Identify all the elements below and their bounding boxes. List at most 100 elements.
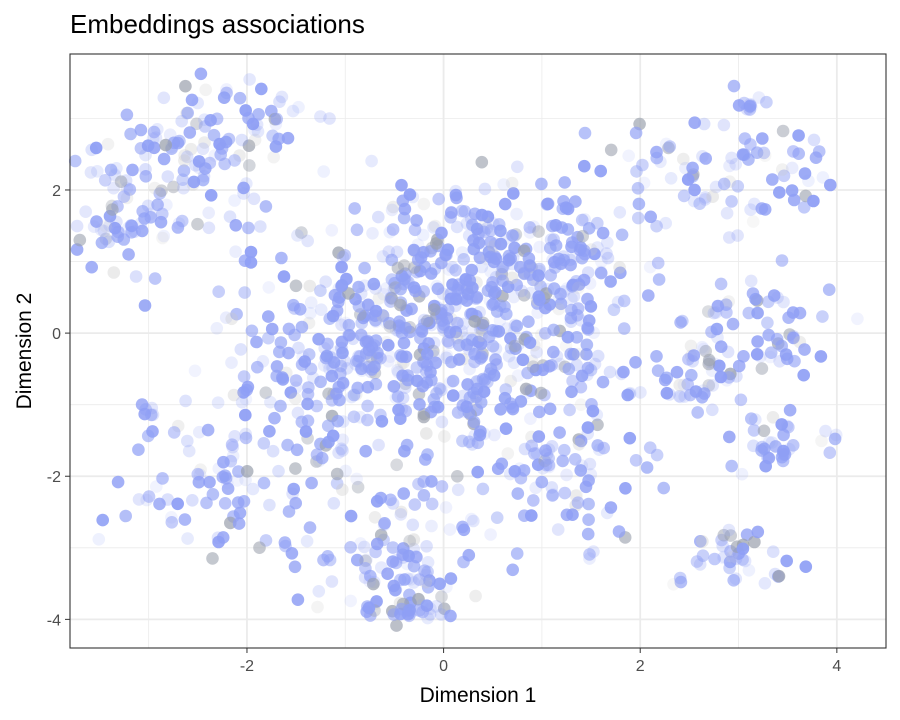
scatter-point — [407, 576, 421, 589]
scatter-point — [597, 441, 610, 455]
scatter-point — [743, 100, 757, 113]
scatter-point — [234, 343, 248, 356]
scatter-point — [749, 292, 762, 306]
scatter-point — [591, 241, 604, 254]
scatter-point — [582, 222, 596, 235]
scatter-point — [384, 295, 397, 308]
scatter-point — [504, 374, 517, 388]
scatter-point — [336, 346, 349, 360]
y-tick-label: -4 — [47, 612, 61, 629]
scatter-point — [594, 164, 607, 178]
scatter-point — [684, 388, 697, 402]
scatter-point — [506, 251, 520, 265]
scatter-point — [490, 511, 504, 524]
scatter-point — [551, 523, 565, 536]
scatter-point — [339, 316, 352, 330]
scatter-point — [650, 219, 663, 233]
scatter-point — [420, 427, 433, 440]
scatter-point — [184, 142, 198, 156]
scatter-point — [264, 395, 277, 409]
scatter-point — [79, 205, 92, 218]
scatter-point — [547, 345, 560, 359]
scatter-point — [798, 167, 812, 180]
scatter-point — [766, 173, 779, 186]
scatter-point — [673, 378, 686, 392]
scatter-point — [478, 427, 491, 441]
scatter-point — [177, 164, 191, 177]
scatter-point — [582, 474, 595, 487]
scatter-point — [147, 125, 161, 139]
scatter-point — [262, 331, 275, 345]
scatter-point — [581, 527, 595, 541]
x-tick-label: -2 — [240, 658, 254, 675]
scatter-point — [523, 221, 537, 234]
scatter-point — [510, 207, 523, 221]
scatter-point — [269, 140, 283, 153]
scatter-point — [681, 173, 695, 186]
scatter-point — [792, 129, 805, 142]
scatter-point — [495, 265, 509, 279]
scatter-point — [667, 578, 680, 591]
scatter-point — [734, 393, 748, 407]
scatter-point — [542, 443, 556, 456]
scatter-point — [391, 365, 405, 379]
scatter-point — [713, 359, 726, 373]
scatter-point — [417, 489, 431, 502]
scatter-point — [452, 278, 466, 291]
scatter-point — [494, 403, 507, 416]
scatter-point — [457, 252, 471, 266]
scatter-point — [651, 364, 665, 378]
scatter-point — [450, 220, 464, 234]
scatter-point — [659, 137, 673, 151]
scatter-point — [465, 263, 479, 277]
scatter-point — [250, 360, 264, 374]
scatter-point — [314, 375, 327, 389]
scatter-point — [601, 236, 614, 249]
scatter-point — [615, 228, 629, 242]
scatter-point — [696, 535, 709, 548]
scatter-point — [696, 150, 709, 163]
scatter-point — [473, 237, 487, 250]
scatter-point — [525, 439, 538, 453]
scatter-point — [787, 193, 801, 207]
scatter-point — [395, 178, 408, 192]
scatter-point — [336, 433, 350, 447]
scatter-point — [445, 206, 458, 219]
scatter-point — [262, 310, 275, 323]
scatter-point — [468, 207, 482, 221]
scatter-point — [351, 480, 365, 494]
scatter-point — [583, 548, 596, 561]
scatter-point — [629, 454, 643, 467]
scatter-point — [553, 426, 566, 439]
scatter-point — [420, 314, 434, 328]
scatter-point — [386, 223, 400, 236]
scatter-point — [693, 197, 706, 210]
scatter-point — [372, 210, 385, 224]
scatter-point — [532, 430, 546, 443]
scatter-point — [542, 458, 556, 472]
scatter-point — [480, 221, 494, 235]
scatter-point — [305, 476, 318, 490]
scatter-point — [417, 410, 431, 424]
scatter-point — [815, 434, 828, 448]
scatter-point — [752, 91, 766, 104]
scatter-point — [396, 548, 410, 561]
scatter-point — [574, 398, 588, 412]
scatter-point — [444, 572, 458, 585]
scatter-point — [748, 197, 761, 211]
scatter-point — [327, 356, 341, 369]
scatter-point — [708, 552, 721, 566]
scatter-point — [390, 619, 403, 632]
scatter-point — [111, 230, 124, 243]
scatter-point — [504, 252, 517, 265]
scatter-point — [374, 491, 388, 505]
scatter-point — [568, 453, 582, 466]
scatter-point — [416, 605, 430, 619]
scatter-point — [177, 181, 190, 195]
scatter-point — [823, 446, 837, 460]
scatter-point — [698, 193, 712, 206]
scatter-point — [699, 152, 712, 165]
scatter-point — [247, 192, 261, 206]
scatter-point — [674, 575, 688, 589]
scatter-point — [452, 353, 466, 366]
